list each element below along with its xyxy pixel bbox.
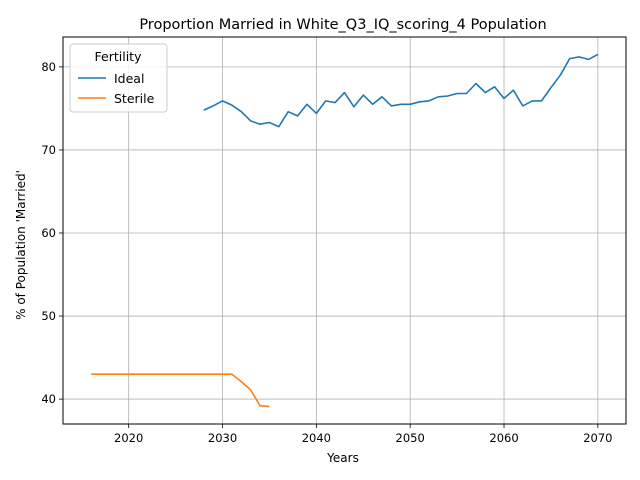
plot-frame — [62, 36, 627, 425]
y-tick-label: 80 — [41, 60, 56, 74]
series-lines — [91, 53, 599, 408]
y-tick-label: 60 — [41, 226, 56, 240]
y-axis-label: % of Population 'Married' — [14, 170, 28, 320]
x-axis: 2020 2030 2040 2050 2060 2070 — [114, 424, 612, 445]
y-axis: 40 50 60 70 80 — [41, 60, 63, 406]
legend: Fertility Ideal Sterile — [69, 43, 168, 113]
x-tick-label: 2040 — [302, 431, 331, 445]
legend-frame — [69, 43, 168, 113]
x-tick-label: 2050 — [396, 431, 425, 445]
legend-label-sterile: Sterile — [114, 91, 155, 106]
grid — [63, 37, 626, 424]
x-tick-label: 2030 — [208, 431, 237, 445]
y-tick-label: 70 — [41, 143, 56, 157]
x-tick-label: 2060 — [489, 431, 518, 445]
series-line-sterile — [91, 373, 270, 408]
chart-title: Proportion Married in White_Q3_IQ_scorin… — [139, 17, 546, 33]
y-tick-label: 50 — [41, 309, 56, 323]
y-tick-label: 40 — [41, 392, 56, 406]
x-tick-label: 2020 — [114, 431, 143, 445]
legend-title: Fertility — [95, 49, 143, 64]
x-tick-label: 2070 — [583, 431, 612, 445]
legend-label-ideal: Ideal — [114, 71, 144, 86]
series-line-ideal — [203, 53, 599, 128]
x-axis-label: Years — [326, 451, 359, 465]
